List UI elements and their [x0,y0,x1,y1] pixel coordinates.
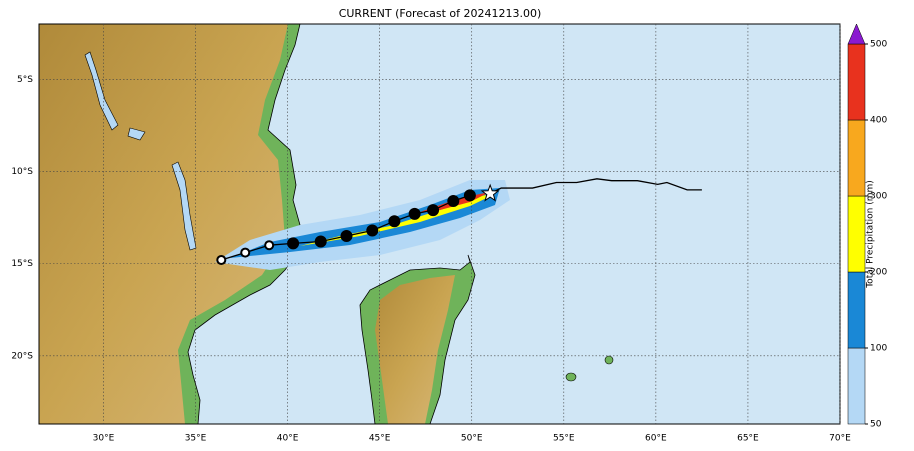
colorbar-extend [847,23,866,45]
y-tick-label: 5°S [17,75,33,85]
x-tick-label: 35°E [185,434,207,444]
x-tick-label: 30°E [93,434,115,444]
past-track [489,178,702,195]
x-tick-label: 65°E [737,434,759,444]
x-tick-label: 60°E [645,434,667,444]
colorbar-tick-label: 200 [870,268,887,278]
forecast-point [340,229,353,242]
x-tick-label: 45°E [369,434,391,444]
colorbar-segment [847,271,866,349]
lake-tanganyika [84,51,119,131]
colorbar-tick-label: 500 [870,40,887,50]
forecast-point [264,240,275,251]
colorbar-tick-label: 400 [870,116,887,126]
current-position [480,183,500,202]
forecast-point [287,237,300,250]
forecast-point [427,204,440,217]
africa-highland [39,24,288,424]
basemap [39,24,840,424]
forecast-point [463,189,476,202]
y-tick-label: 15°S [11,259,33,269]
x-tick-label: 40°E [277,434,299,444]
y-tick-label: 10°S [11,167,33,177]
forecast-point [366,224,379,237]
colorbar-tick-label: 50 [870,420,882,430]
forecast-point [216,254,227,265]
title: CURRENT (Forecast of 20241213.00) [339,7,542,20]
colorbar-segment [847,43,866,121]
y-tick-label: 20°S [11,351,33,361]
island [604,355,614,365]
colorbar-segment [847,347,866,425]
forecast-point [314,235,327,248]
colorbar-tick-label: 300 [870,192,887,202]
lake-malawi [171,161,197,251]
colorbar-segment [847,195,866,273]
island [565,372,577,382]
x-tick-label: 70°E [829,434,851,444]
colorbar-label: Total Precipitation (mm) [866,180,876,289]
x-tick-label: 55°E [553,434,575,444]
forecast-point [240,247,251,258]
forecast-point [388,215,401,228]
forecast-point [408,207,421,220]
colorbar-segment [847,119,866,197]
x-tick-label: 50°E [461,434,483,444]
lake [127,127,146,141]
colorbar-tick-label: 100 [870,344,887,354]
madagascar-highland [375,275,455,424]
forecast-point [447,194,460,207]
